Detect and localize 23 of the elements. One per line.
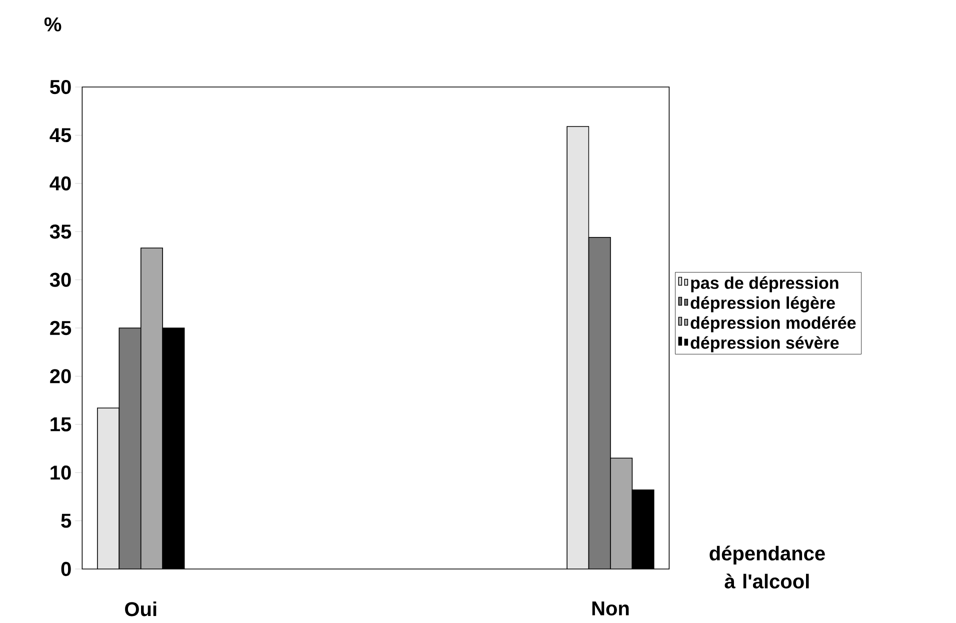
x-tick-label: Oui [125,602,156,616]
legend-label: dépression sévère [690,336,839,352]
y-tick-label: 50 [50,80,71,94]
y-tick-label: 10 [50,466,71,480]
bar [140,248,164,569]
bar [610,458,633,569]
y-tick-label: 0 [61,562,71,576]
y-tick-label: 15 [50,417,72,432]
legend-label: dépression modérée [690,316,856,332]
y-axis-title: % [44,17,62,32]
y-tick-label: 30 [50,272,71,287]
y-tick-label: 40 [50,176,71,190]
y-tick-label: 35 [50,224,72,239]
y-tick-label: 45 [50,128,72,142]
legend-label: dépression légère [690,296,835,312]
x-tick-label: Non [592,602,629,616]
legend-label: pas de dépression [691,276,838,292]
bar [566,126,590,569]
bar [97,408,120,569]
y-tick-label: 25 [50,320,72,336]
y-tick-label: 20 [50,369,71,384]
y-tick-label: 5 [61,514,72,528]
x-axis-title: dépendance à l'alcool [710,546,825,588]
